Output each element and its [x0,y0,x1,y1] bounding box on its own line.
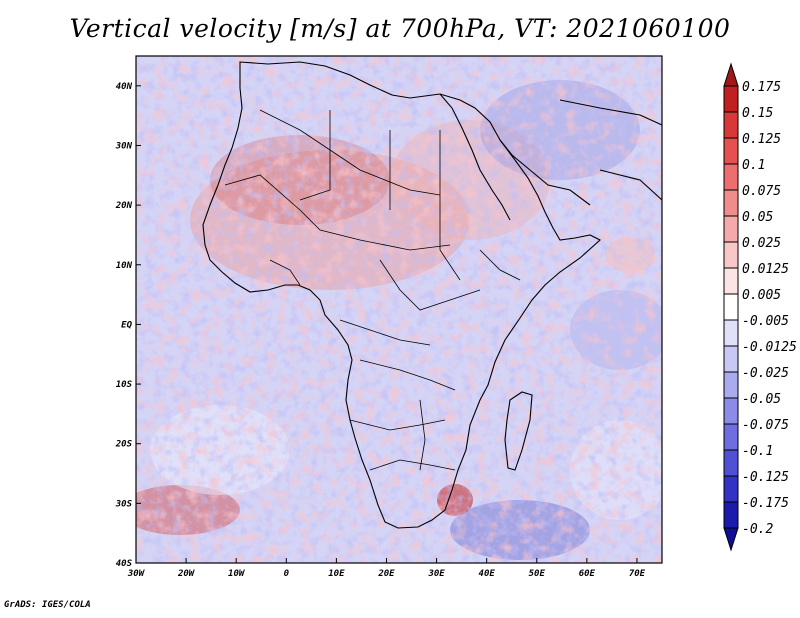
colorbar-label: 0.025 [742,236,781,251]
colorbar-top-arrow [723,62,739,87]
colorbar-label: -0.075 [742,418,789,433]
colorbar-label: 0.005 [742,288,781,303]
colorbar-label: -0.125 [742,470,789,485]
lon-tick-label: 40E [479,569,496,579]
colorbar-box [723,111,739,139]
colorbar-box [723,501,739,529]
credit-text: GrADS: IGES/COLA [4,600,91,610]
lat-tick-label: 40N [116,82,133,92]
colorbar-label: -0.1 [742,444,773,459]
colorbar-bottom-arrow [723,527,739,552]
lon-tick-label: 30E [427,569,445,579]
colorbar-label: -0.005 [742,314,789,329]
lat-tick-label: 30N [115,141,133,151]
lat-tick-label: 20S [115,440,133,450]
colorbar-box [723,267,739,295]
colorbar-label: -0.025 [742,366,789,381]
colorbar-box [723,397,739,425]
lon-tick-label: 10W [228,569,246,579]
colorbar-box [723,85,739,113]
colorbar-box [723,293,739,321]
lon-tick-label: 20W [177,569,196,579]
lat-tick-label: 10S [116,380,133,390]
colorbar-label: 0.1 [742,158,765,173]
map-title: Vertical velocity [m/s] at 700hPa, VT: 2… [69,14,731,43]
colorbar-label: 0.15 [742,106,773,121]
colorbar-label: -0.175 [742,496,789,511]
lon-tick-label: 20E [377,569,395,579]
colorbar-box [723,137,739,165]
colorbar-label: 0.125 [742,132,781,147]
colorbar-label: -0.2 [742,522,773,537]
plot-frame [135,55,663,564]
lat-tick-label: 10N [116,261,133,271]
colorbar-box [723,475,739,503]
lon-tick-label: 50E [529,569,546,579]
colorbar-box [723,371,739,399]
colorbar-box [723,345,739,373]
lon-tick-label: 70E [629,569,646,579]
colorbar-label: 0.05 [742,210,773,225]
lon-tick-label: 30W [127,569,146,579]
colorbar-box [723,319,739,347]
lon-tick-label: 60E [579,569,596,579]
colorbar-box [723,163,739,191]
lon-tick-label: 10E [328,569,345,579]
lon-axis: 30W 20W 10W 0 10E 20E 30E 40E 50E 60E 70E [127,558,646,579]
colorbar-box [723,215,739,243]
lat-tick-label: EQ [121,320,132,330]
velocity-field [136,56,662,563]
lat-tick-label: 20N [115,201,133,211]
colorbar-box [723,189,739,217]
lon-tick-label: 0 [284,569,290,579]
coastlines [202,61,662,529]
country-borders [224,109,521,471]
colorbar: 0.175 0.15 0.125 0.1 0.075 0.05 0.025 0.0125 0.0… [723,62,797,552]
colorbar-label: -0.0125 [742,340,797,355]
colorbar-label: 0.175 [742,80,781,95]
colorbar-box [723,449,739,477]
colorbar-label: -0.05 [742,392,781,407]
lat-axis: 40N 30N 20N 10N EQ 10S 20S 30S 40S [115,82,141,569]
colorbar-box [723,423,739,451]
colorbar-label: 0.0125 [742,262,789,277]
colorbar-label: 0.075 [742,184,781,199]
lat-tick-label: 40S [116,559,133,569]
lat-tick-label: 30S [115,499,133,509]
colorbar-box [723,241,739,269]
map-figure: 40N 30N 20N 10N EQ 10S 20S 30S 40S 30W 20W 10W 0 10E… [115,55,797,579]
